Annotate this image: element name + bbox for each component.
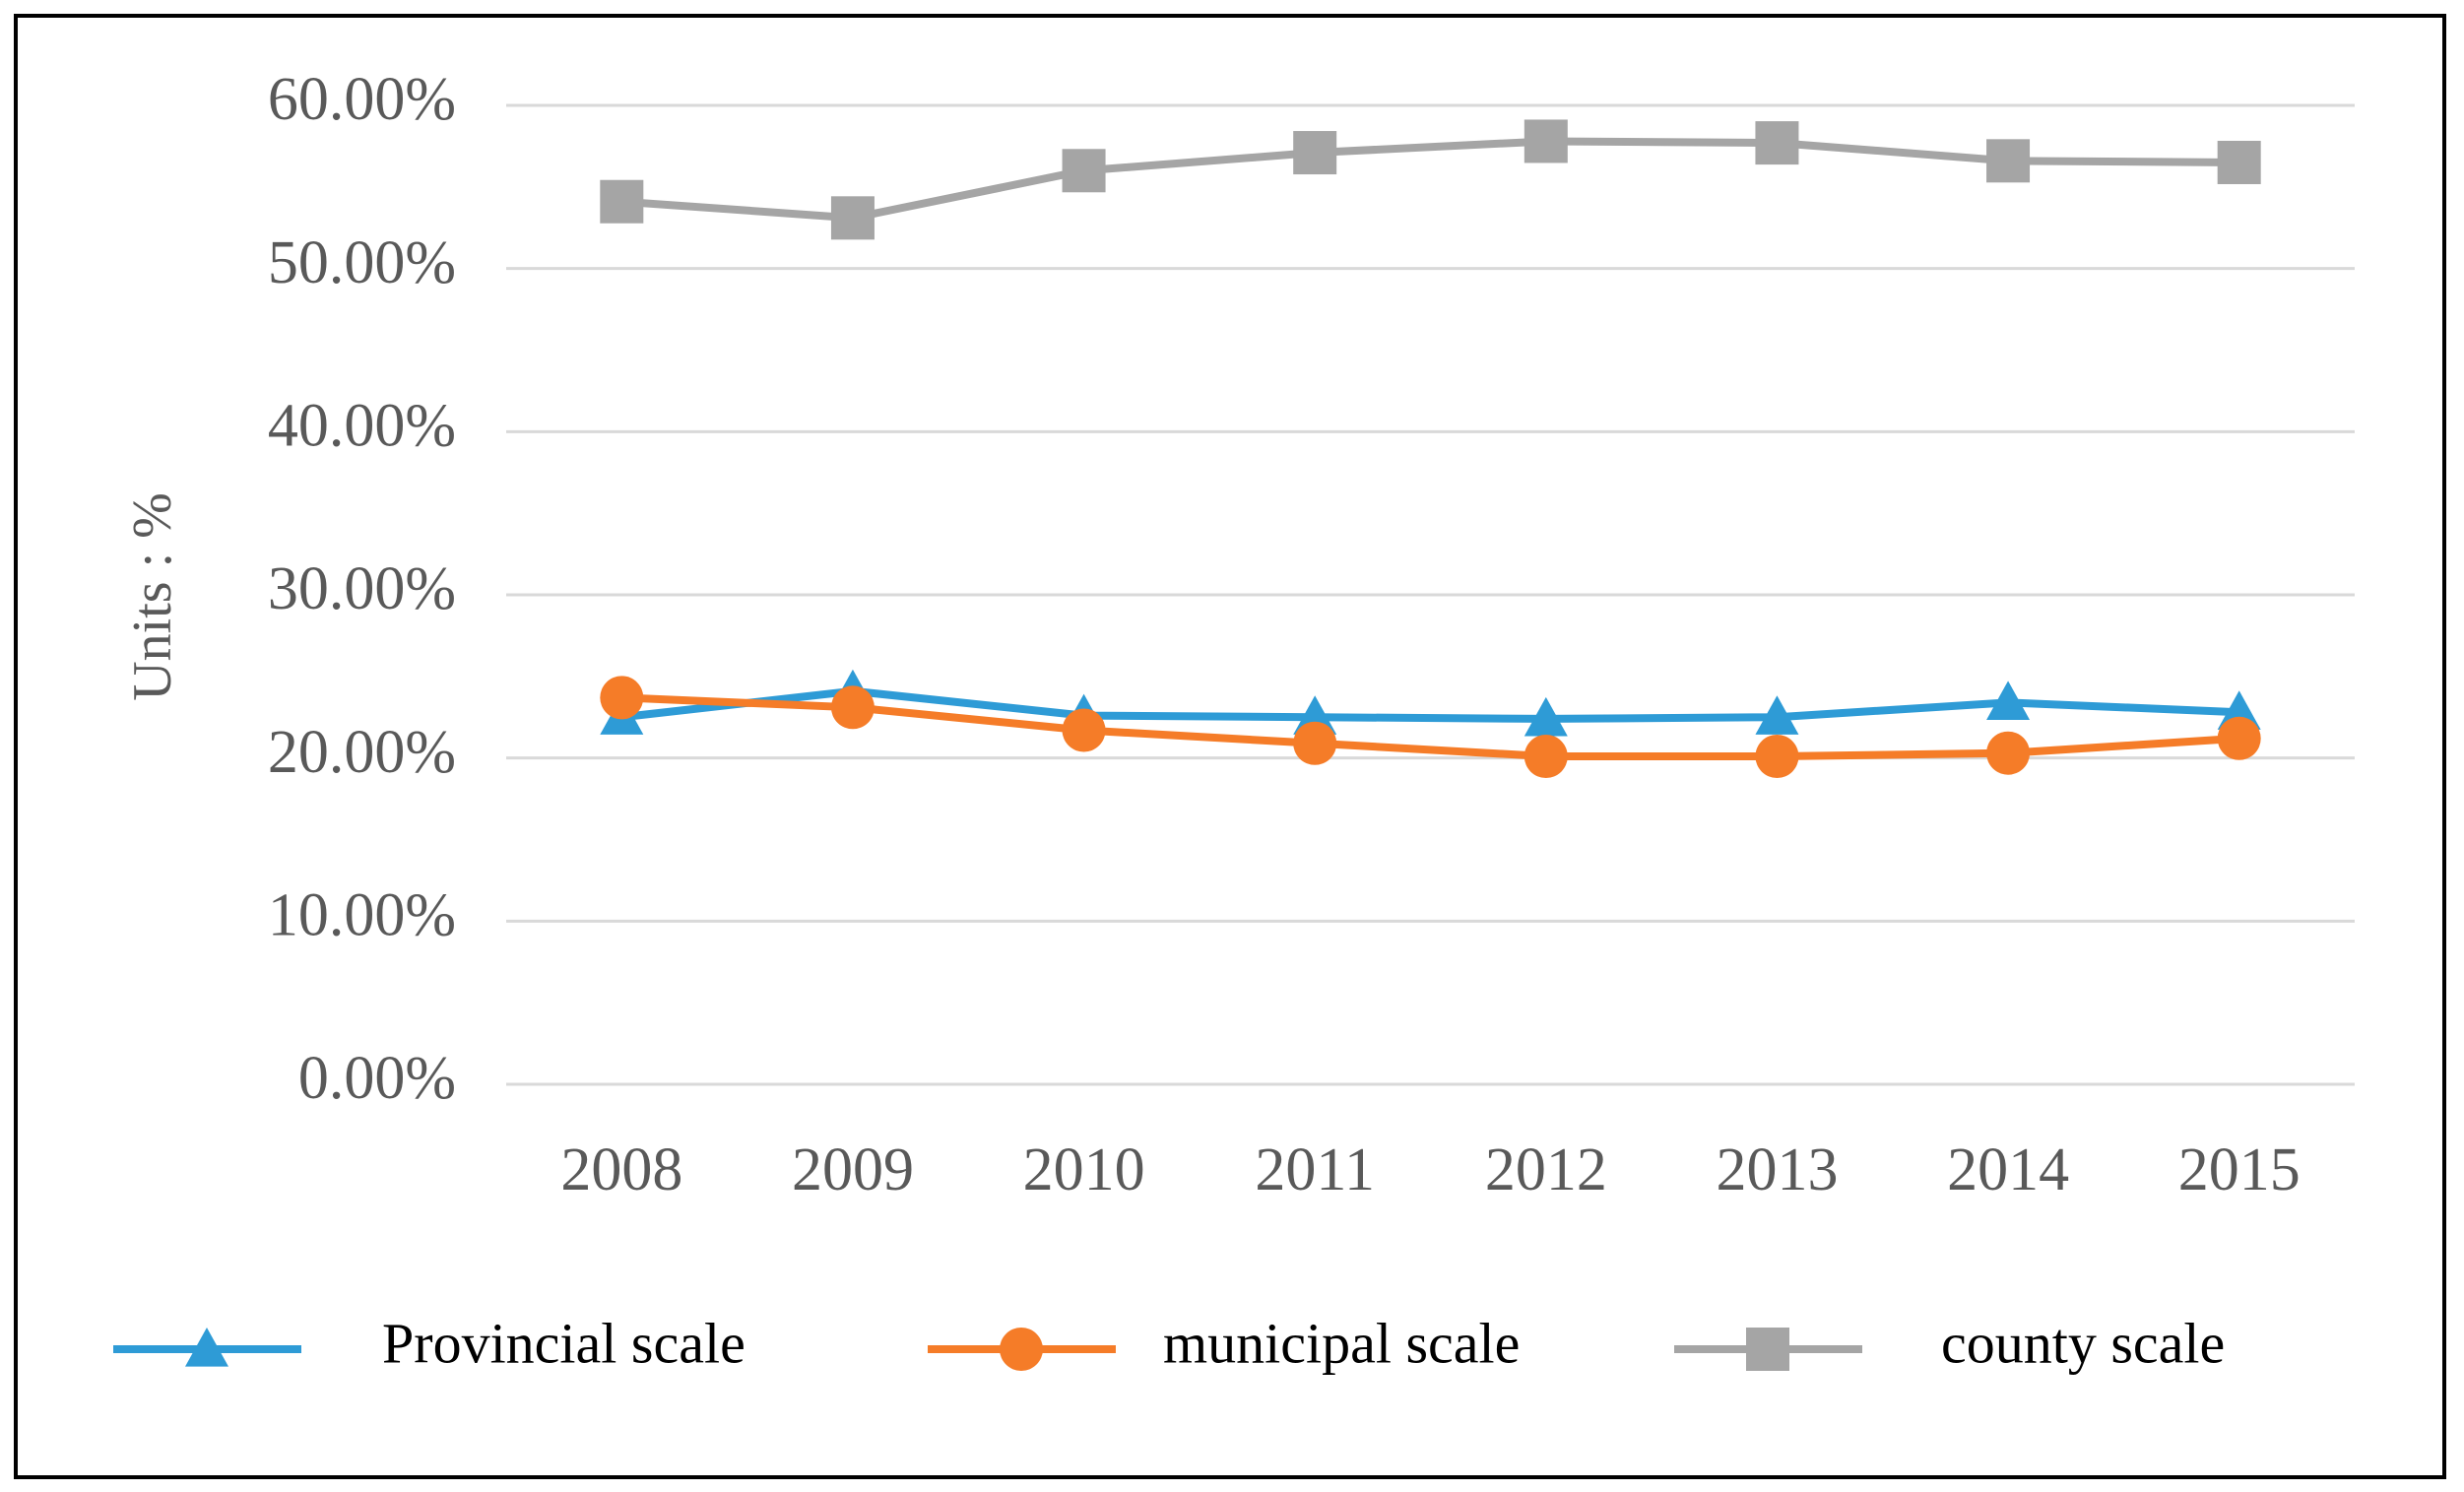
data-point xyxy=(600,676,644,720)
legend-label: county scale xyxy=(1941,1311,2225,1375)
legend-marker xyxy=(1746,1328,1789,1371)
data-point xyxy=(1293,131,1337,175)
x-tick-label: 2008 xyxy=(560,1136,682,1203)
data-point xyxy=(1062,149,1106,193)
data-point xyxy=(830,685,875,730)
data-point xyxy=(600,179,644,224)
legend-label: Provincial scale xyxy=(382,1311,746,1375)
y-tick-label: 10.00% xyxy=(268,882,456,949)
y-tick-label: 0.00% xyxy=(298,1045,456,1112)
legend-marker xyxy=(1000,1328,1043,1371)
x-tick-label: 2013 xyxy=(1716,1136,1838,1203)
data-point xyxy=(1755,735,1799,779)
data-point xyxy=(2217,716,2261,760)
data-point xyxy=(1986,139,2031,183)
data-point xyxy=(1524,696,1568,737)
data-point xyxy=(2217,140,2261,184)
y-tick-label: 30.00% xyxy=(268,555,456,622)
x-tick-label: 2015 xyxy=(2178,1136,2301,1203)
x-tick-label: 2012 xyxy=(1485,1136,1607,1203)
data-point xyxy=(1293,721,1337,765)
frame xyxy=(14,14,2446,1479)
data-point xyxy=(1755,695,1799,735)
legend-label: municipal scale xyxy=(1163,1311,1520,1375)
data-point xyxy=(1062,708,1106,752)
x-tick-label: 2010 xyxy=(1023,1136,1145,1203)
data-point xyxy=(1986,731,2031,775)
data-point xyxy=(1986,681,2031,720)
y-tick-label: 50.00% xyxy=(268,229,456,296)
data-point xyxy=(1524,119,1568,163)
data-point xyxy=(1755,121,1799,165)
legend-marker xyxy=(185,1328,228,1367)
y-axis-label: Units : % xyxy=(122,492,183,701)
y-tick-label: 20.00% xyxy=(268,719,456,786)
x-tick-label: 2009 xyxy=(792,1136,914,1203)
series-line xyxy=(621,693,2239,761)
series-line xyxy=(621,137,2239,223)
y-tick-label: 40.00% xyxy=(268,393,456,460)
x-tick-label: 2011 xyxy=(1255,1136,1375,1203)
data-point xyxy=(830,196,875,240)
x-tick-label: 2014 xyxy=(1947,1136,2069,1203)
data-point xyxy=(1524,735,1568,779)
y-tick-label: 60.00% xyxy=(268,66,456,133)
series-line xyxy=(620,686,2239,723)
